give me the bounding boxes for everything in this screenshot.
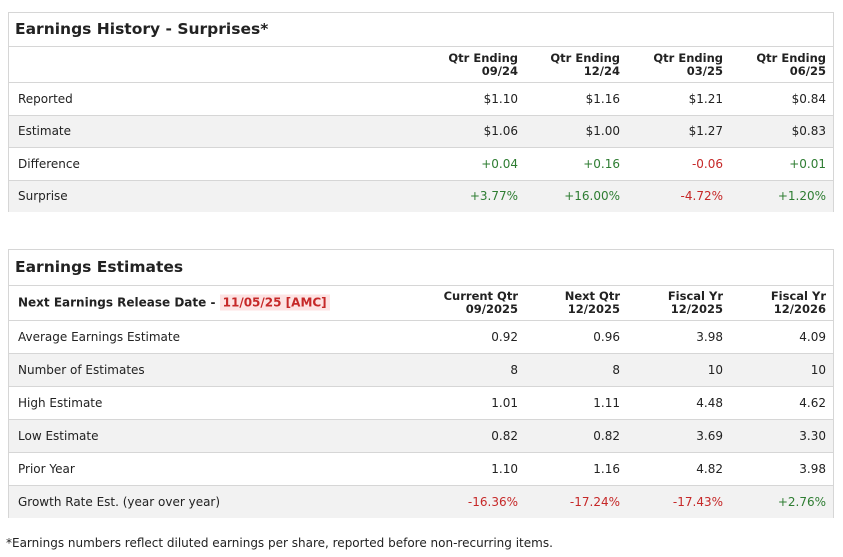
cell-value: $0.84 bbox=[791, 91, 826, 106]
header-row: Next Earnings Release Date - 11/05/25 [A… bbox=[9, 285, 833, 320]
cell-value: 4.09 bbox=[799, 330, 826, 344]
column-header-line2: 12/2026 bbox=[773, 302, 826, 316]
release-label: Next Earnings Release Date - bbox=[18, 295, 216, 310]
release-date: 11/05/25 [AMC] bbox=[219, 294, 330, 311]
cell-value: $0.83 bbox=[791, 124, 826, 139]
column-header: Next Qtr 12/2025 bbox=[520, 290, 620, 316]
cell-value: 3.98 bbox=[696, 330, 723, 344]
cell-value: 1.16 bbox=[593, 462, 620, 476]
cell-value: $1.16 bbox=[585, 91, 620, 106]
column-header: Fiscal Yr 12/2026 bbox=[726, 290, 826, 316]
cell-value: 3.30 bbox=[799, 429, 826, 443]
column-header-line1: Next Qtr bbox=[564, 289, 620, 303]
column-header: Qtr Ending 06/25 bbox=[726, 50, 826, 78]
column-header: Fiscal Yr 12/2025 bbox=[623, 290, 723, 316]
cell-value: 0.82 bbox=[593, 429, 620, 443]
row-label: Average Earnings Estimate bbox=[18, 330, 180, 344]
column-header-line2: 09/2025 bbox=[465, 302, 518, 316]
cell-value: -4.72% bbox=[680, 189, 723, 204]
cell-value: 10 bbox=[810, 363, 826, 377]
column-header-line1: Qtr Ending bbox=[756, 50, 826, 65]
column-header-line2: 12/2025 bbox=[670, 302, 723, 316]
cell-value: 0.92 bbox=[491, 330, 518, 344]
cell-value: $1.27 bbox=[688, 124, 723, 139]
cell-value: 8 bbox=[510, 363, 518, 377]
cell-value: 1.10 bbox=[491, 462, 518, 476]
cell-value: $1.06 bbox=[483, 124, 518, 139]
header-row: Qtr Ending 09/24 Qtr Ending 12/24 Qtr Ending… bbox=[9, 46, 833, 82]
cell-value: 10 bbox=[707, 363, 723, 377]
column-header-line2: 06/25 bbox=[789, 63, 826, 78]
cell-value: +1.20% bbox=[777, 189, 826, 204]
row-label: Estimate bbox=[18, 124, 72, 139]
column-header-line1: Qtr Ending bbox=[448, 50, 518, 65]
column-header-line1: Qtr Ending bbox=[550, 50, 620, 65]
table-row: Low Estimate 0.82 0.82 3.69 3.30 bbox=[9, 419, 833, 452]
cell-value: +2.76% bbox=[777, 495, 826, 509]
column-header-line1: Fiscal Yr bbox=[667, 289, 723, 303]
row-label: Low Estimate bbox=[18, 429, 99, 443]
cell-value: +3.77% bbox=[469, 189, 518, 204]
section-title: Earnings History - Surprises* bbox=[15, 19, 269, 38]
column-header-line1: Current Qtr bbox=[443, 289, 518, 303]
column-header-line1: Qtr Ending bbox=[653, 50, 723, 65]
table-row: Reported $1.10 $1.16 $1.21 $0.84 bbox=[9, 82, 833, 115]
table-row: Prior Year 1.10 1.16 4.82 3.98 bbox=[9, 452, 833, 485]
cell-value: $1.10 bbox=[483, 91, 518, 106]
cell-value: $1.21 bbox=[688, 91, 723, 106]
cell-value: 3.98 bbox=[799, 462, 826, 476]
table-row: Average Earnings Estimate 0.92 0.96 3.98 4.0… bbox=[9, 320, 833, 353]
footnote: *Earnings numbers reflect diluted earnin… bbox=[6, 536, 553, 550]
column-header-line2: 12/2025 bbox=[567, 302, 620, 316]
table-panel: Earnings History - Surprises* Qtr Ending 0… bbox=[8, 12, 834, 212]
row-label: Difference bbox=[18, 156, 80, 171]
cell-value: 3.69 bbox=[696, 429, 723, 443]
column-header: Qtr Ending 12/24 bbox=[520, 50, 620, 78]
column-header-line2: 03/25 bbox=[686, 63, 723, 78]
cell-value: -0.06 bbox=[691, 156, 723, 171]
cell-value: 8 bbox=[612, 363, 620, 377]
row-label: High Estimate bbox=[18, 396, 103, 410]
table-row: Estimate $1.06 $1.00 $1.27 $0.83 bbox=[9, 114, 833, 147]
column-header: Qtr Ending 03/25 bbox=[623, 50, 723, 78]
column-header: Current Qtr 09/2025 bbox=[418, 290, 518, 316]
table-row: High Estimate 1.01 1.11 4.48 4.62 bbox=[9, 386, 833, 419]
cell-value: -17.43% bbox=[672, 495, 723, 509]
column-header-line2: 09/24 bbox=[481, 63, 518, 78]
cell-value: 1.01 bbox=[491, 396, 518, 410]
cell-value: 4.48 bbox=[696, 396, 723, 410]
table-row: Surprise +3.77% +16.00% -4.72% +1.20% bbox=[9, 179, 833, 212]
table-row: Growth Rate Est. (year over year) -16.36%… bbox=[9, 485, 833, 518]
cell-value: 0.82 bbox=[491, 429, 518, 443]
cell-value: 4.82 bbox=[696, 462, 723, 476]
row-label: Surprise bbox=[18, 189, 68, 204]
cell-value: +0.04 bbox=[481, 156, 518, 171]
cell-value: $1.00 bbox=[585, 124, 620, 139]
column-header-line1: Fiscal Yr bbox=[770, 289, 826, 303]
cell-value: -17.24% bbox=[569, 495, 620, 509]
row-label: Growth Rate Est. (year over year) bbox=[18, 495, 221, 509]
table-row: Difference +0.04 +0.16 -0.06 +0.01 bbox=[9, 147, 833, 180]
cell-value: +0.01 bbox=[789, 156, 826, 171]
column-header-line2: 12/24 bbox=[583, 63, 620, 78]
release-row: Next Earnings Release Date - 11/05/25 [A… bbox=[18, 294, 330, 311]
row-label: Prior Year bbox=[18, 462, 75, 476]
cell-value: +16.00% bbox=[564, 189, 620, 204]
row-label: Number of Estimates bbox=[18, 363, 145, 377]
cell-value: -16.36% bbox=[467, 495, 518, 509]
cell-value: 1.11 bbox=[593, 396, 620, 410]
column-header: Qtr Ending 09/24 bbox=[418, 50, 518, 78]
cell-value: 4.62 bbox=[799, 396, 826, 410]
table-row: Number of Estimates 8 8 10 10 bbox=[9, 353, 833, 386]
cell-value: 0.96 bbox=[593, 330, 620, 344]
cell-value: +0.16 bbox=[583, 156, 620, 171]
section-title: Earnings Estimates bbox=[15, 257, 184, 276]
table-panel: Earnings Estimates Next Earnings Release … bbox=[8, 249, 834, 518]
row-label: Reported bbox=[18, 91, 73, 106]
